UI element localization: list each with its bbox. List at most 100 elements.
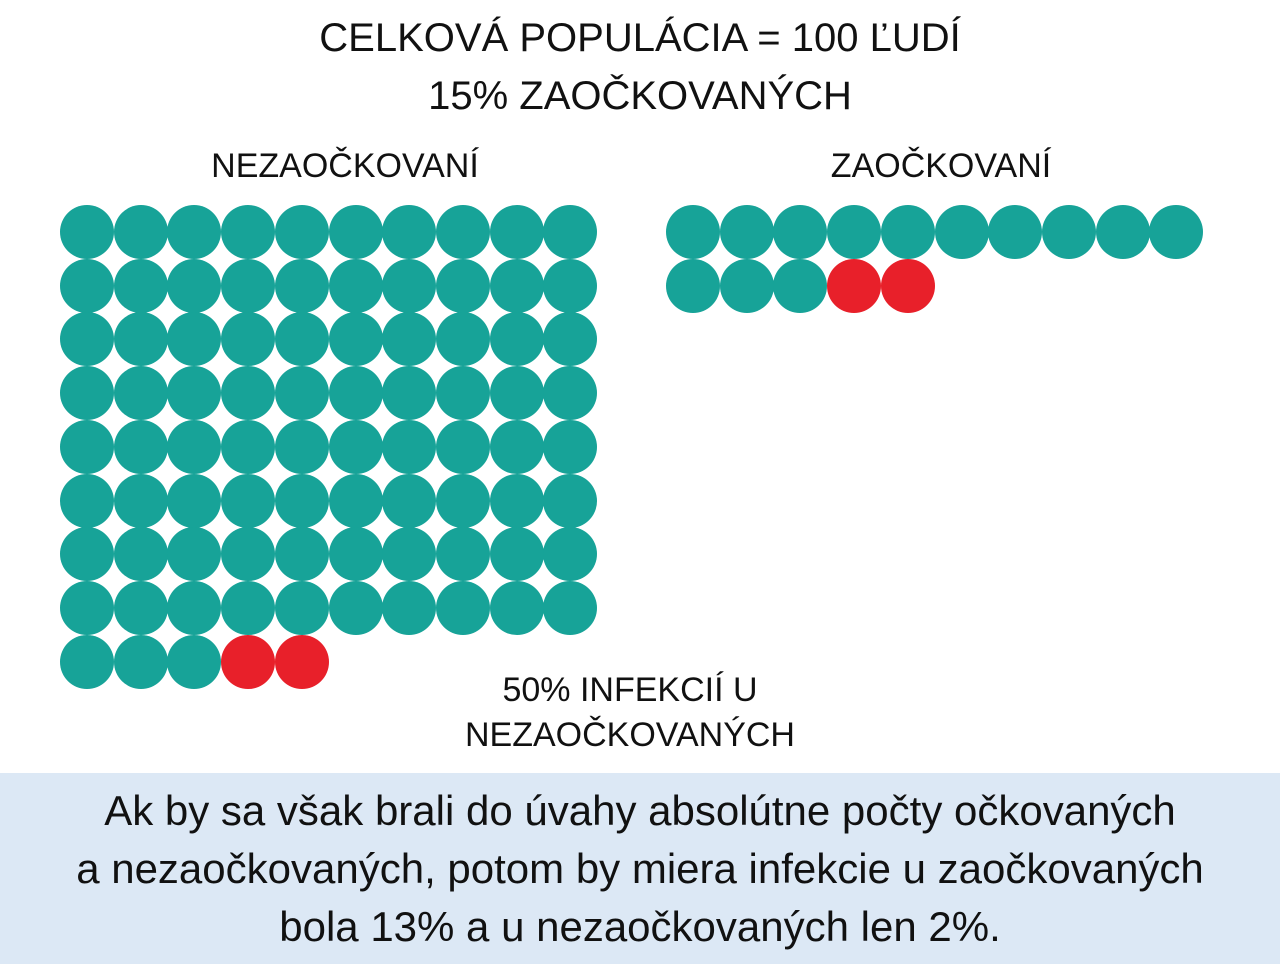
healthy-person-dot [60, 205, 114, 259]
healthy-person-dot [274, 580, 329, 635]
infected-person-dot [274, 634, 329, 689]
healthy-person-dot [221, 527, 276, 582]
healthy-person-dot [60, 312, 114, 367]
healthy-person-dot [489, 312, 544, 367]
unvaccinated-people-grid [60, 205, 598, 689]
healthy-person-dot [719, 258, 774, 313]
healthy-person-dot [435, 527, 490, 582]
healthy-person-dot [167, 473, 222, 528]
healthy-person-dot [543, 419, 598, 474]
healthy-person-dot [274, 205, 329, 259]
healthy-person-dot [274, 312, 329, 367]
healthy-person-dot [543, 527, 598, 582]
healthy-person-dot [934, 205, 989, 259]
healthy-person-dot [328, 527, 383, 582]
healthy-person-dot [221, 580, 276, 635]
healthy-person-dot [543, 258, 598, 313]
healthy-person-dot [382, 366, 437, 421]
healthy-person-dot [666, 205, 720, 259]
healthy-person-dot [435, 312, 490, 367]
healthy-person-dot [167, 419, 222, 474]
healthy-person-dot [167, 312, 222, 367]
healthy-person-dot [60, 634, 114, 689]
healthy-person-dot [60, 580, 114, 635]
healthy-person-dot [113, 527, 168, 582]
healthy-person-dot [60, 473, 114, 528]
healthy-person-dot [328, 580, 383, 635]
healthy-person-dot [489, 205, 544, 259]
healthy-person-dot [221, 258, 276, 313]
healthy-person-dot [221, 473, 276, 528]
healthy-person-dot [435, 580, 490, 635]
healthy-person-dot [113, 473, 168, 528]
healthy-person-dot [543, 366, 598, 421]
healthy-person-dot [382, 419, 437, 474]
infected-person-dot [827, 258, 882, 313]
healthy-person-dot [328, 473, 383, 528]
healthy-person-dot [382, 258, 437, 313]
healthy-person-dot [382, 205, 437, 259]
healthy-person-dot [827, 205, 882, 259]
healthy-person-dot [274, 258, 329, 313]
healthy-person-dot [489, 580, 544, 635]
healthy-person-dot [489, 473, 544, 528]
healthy-person-dot [221, 205, 276, 259]
healthy-person-dot [60, 258, 114, 313]
vaccinated-people-grid [666, 205, 1204, 313]
healthy-person-dot [328, 258, 383, 313]
healthy-person-dot [274, 419, 329, 474]
healthy-person-dot [274, 366, 329, 421]
healthy-person-dot [988, 205, 1043, 259]
healthy-person-dot [274, 473, 329, 528]
healthy-person-dot [719, 205, 774, 259]
healthy-person-dot [382, 580, 437, 635]
healthy-person-dot [60, 527, 114, 582]
healthy-person-dot [489, 258, 544, 313]
healthy-person-dot [274, 527, 329, 582]
healthy-person-dot [666, 258, 720, 313]
healthy-person-dot [167, 366, 222, 421]
healthy-person-dot [113, 258, 168, 313]
healthy-person-dot [167, 258, 222, 313]
healthy-person-dot [221, 419, 276, 474]
healthy-person-dot [167, 205, 222, 259]
healthy-person-dot [435, 258, 490, 313]
healthy-person-dot [435, 366, 490, 421]
healthy-person-dot [113, 634, 168, 689]
healthy-person-dot [543, 205, 598, 259]
title-line-2: 15% ZAOČKOVANÝCH [428, 74, 852, 118]
healthy-person-dot [435, 205, 490, 259]
healthy-person-dot [543, 473, 598, 528]
note-line-2: NEZAOČKOVANÝCH [465, 716, 795, 754]
healthy-person-dot [60, 366, 114, 421]
healthy-person-dot [328, 205, 383, 259]
footer-band [0, 773, 1280, 964]
healthy-person-dot [113, 419, 168, 474]
unvaccinated-label: NEZAOČKOVANÍ [211, 147, 479, 185]
healthy-person-dot [773, 205, 828, 259]
infected-person-dot [221, 634, 276, 689]
healthy-person-dot [167, 634, 222, 689]
healthy-person-dot [167, 580, 222, 635]
healthy-person-dot [489, 527, 544, 582]
healthy-person-dot [773, 258, 828, 313]
healthy-person-dot [221, 366, 276, 421]
healthy-person-dot [221, 312, 276, 367]
healthy-person-dot [167, 527, 222, 582]
healthy-person-dot [382, 312, 437, 367]
healthy-person-dot [435, 419, 490, 474]
title-line-1: CELKOVÁ POPULÁCIA = 100 ĽUDÍ [319, 16, 961, 60]
healthy-person-dot [113, 366, 168, 421]
healthy-person-dot [489, 366, 544, 421]
healthy-person-dot [435, 473, 490, 528]
healthy-person-dot [489, 419, 544, 474]
healthy-person-dot [382, 473, 437, 528]
healthy-person-dot [543, 312, 598, 367]
healthy-person-dot [328, 312, 383, 367]
footer-line-3: bola 13% a u nezaočkovaných len 2%. [279, 903, 1001, 950]
healthy-person-dot [543, 580, 598, 635]
healthy-person-dot [1149, 205, 1204, 259]
footer-line-2: a nezaočkovaných, potom by miera infekci… [76, 845, 1204, 892]
note-line-1: 50% INFEKCIÍ U [502, 671, 758, 709]
